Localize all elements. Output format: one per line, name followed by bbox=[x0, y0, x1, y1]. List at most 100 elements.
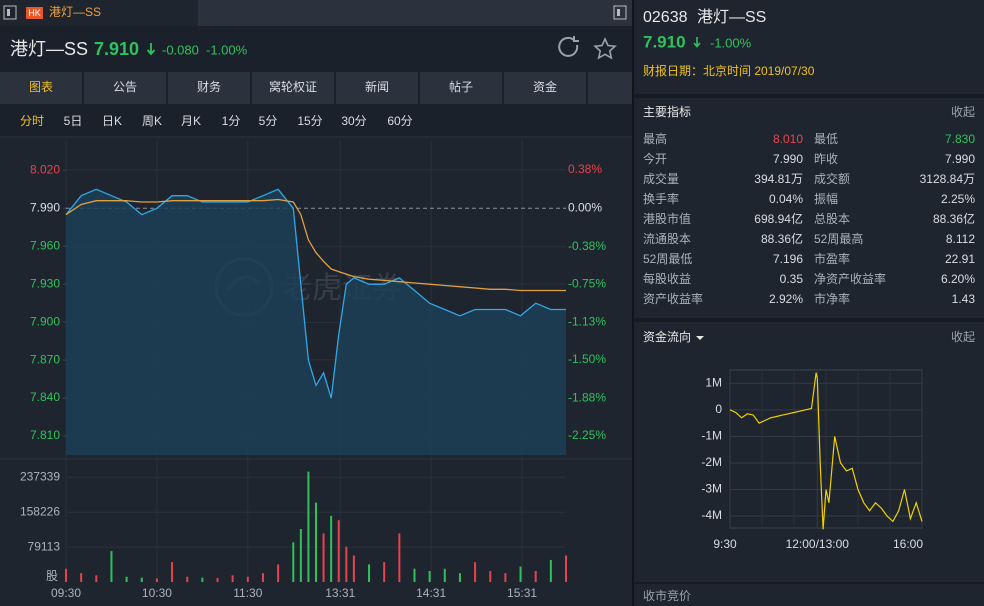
period-tab[interactable]: 1分 bbox=[222, 114, 241, 128]
period-tab[interactable]: 5分 bbox=[259, 114, 278, 128]
volume-bar bbox=[261, 573, 264, 582]
volume-bar bbox=[489, 570, 492, 582]
y-tick-label: 7.870 bbox=[30, 352, 60, 366]
tab-title: 港灯—SS bbox=[49, 5, 101, 19]
volume-bar bbox=[125, 576, 128, 582]
volume-bar bbox=[171, 562, 174, 582]
stat-value: 1.43 bbox=[952, 292, 976, 306]
y-tick-label: 8.020 bbox=[30, 163, 60, 177]
nav-label[interactable]: 帖子 bbox=[449, 79, 473, 94]
collapse[interactable]: 收起 bbox=[951, 330, 975, 344]
refresh-icon[interactable] bbox=[558, 36, 579, 57]
volume-bar bbox=[534, 570, 537, 582]
nav-tab[interactable] bbox=[252, 72, 334, 104]
price-line bbox=[65, 188, 566, 399]
stat-value: 2.25% bbox=[941, 192, 975, 206]
stat-value: 698.94亿 bbox=[754, 211, 803, 226]
stat-label: 52周最高 bbox=[814, 231, 863, 246]
volume-bar bbox=[299, 529, 302, 582]
y2-tick-label: -0.75% bbox=[568, 276, 606, 290]
volume-bar bbox=[140, 577, 143, 582]
y2-tick-label: -1.88% bbox=[568, 391, 606, 405]
volume-bar bbox=[315, 502, 317, 582]
y-tick-label: -3M bbox=[701, 482, 722, 496]
y-tick-label: 7.930 bbox=[30, 276, 60, 290]
down-arrow bbox=[146, 43, 156, 56]
x-tick-label: 14:31 bbox=[416, 586, 446, 600]
star-icon[interactable] bbox=[593, 37, 617, 60]
section-gap bbox=[634, 318, 984, 322]
tab-icon bbox=[613, 5, 627, 20]
y-tick-label: 7.960 bbox=[30, 238, 60, 252]
nav-label[interactable]: 图表 bbox=[29, 80, 53, 94]
side-price: 7.910 bbox=[643, 32, 686, 51]
tab-icon-part bbox=[7, 9, 10, 16]
period-tab[interactable]: 60分 bbox=[387, 114, 412, 128]
period-tab[interactable]: 周K bbox=[142, 114, 162, 128]
nav-label[interactable]: 财务 bbox=[197, 79, 221, 94]
price: 7.910 bbox=[94, 39, 139, 59]
nav-label[interactable]: 资金 bbox=[533, 79, 557, 94]
nav-tab[interactable] bbox=[84, 72, 166, 104]
volume-bar bbox=[443, 568, 446, 582]
volume-bar bbox=[80, 573, 83, 582]
nav-tab[interactable] bbox=[588, 72, 632, 104]
period-tab[interactable]: 30分 bbox=[341, 114, 366, 128]
nav-tab[interactable] bbox=[504, 72, 586, 104]
volume-bar bbox=[307, 471, 310, 582]
stat-value: 7.990 bbox=[773, 152, 803, 166]
x-tick-label: 15:31 bbox=[507, 586, 537, 600]
nav-tab[interactable] bbox=[168, 72, 250, 104]
volume-bar bbox=[368, 564, 371, 582]
period-tab[interactable]: 15分 bbox=[297, 114, 322, 128]
x-tick-label: 10:30 bbox=[142, 586, 172, 600]
volume-bar bbox=[216, 578, 219, 582]
x-tick-label: 09:30 bbox=[51, 586, 81, 600]
tab-icon-part bbox=[617, 9, 620, 16]
refresh-arc bbox=[558, 36, 579, 57]
y-tick-label: -2M bbox=[701, 455, 722, 469]
stat-label: 最高 bbox=[643, 131, 667, 146]
period-tab[interactable]: 日K bbox=[102, 114, 122, 128]
stats-table: 最高 8.010 最低 7.830 今开 7.990 昨收 7.990 成交量 394.81万 成交… bbox=[643, 131, 975, 306]
y-tick-label: 7.990 bbox=[30, 200, 60, 214]
side-code: 02638 bbox=[643, 9, 688, 26]
nav-label[interactable]: 窝轮权证 bbox=[269, 79, 317, 94]
collapse[interactable]: 收起 bbox=[951, 105, 975, 119]
stat-label: 总股本 bbox=[814, 212, 850, 226]
nav-tab[interactable] bbox=[336, 72, 418, 104]
change-pct: -1.00% bbox=[206, 42, 248, 57]
nav-label[interactable]: 公告 bbox=[113, 80, 137, 94]
stat-label: 52周最低 bbox=[643, 252, 692, 266]
auction: 收市竞价 bbox=[643, 588, 691, 603]
x-tick-label: 16:00 bbox=[893, 537, 923, 551]
nav-label[interactable]: 新闻 bbox=[365, 79, 389, 94]
nav-tab[interactable] bbox=[0, 72, 82, 104]
y-tick-label: 7.900 bbox=[30, 314, 60, 328]
volume-bar bbox=[95, 575, 98, 582]
volume-bar bbox=[201, 577, 204, 582]
y2-tick-label: -2.25% bbox=[568, 428, 606, 442]
y-tick-label: -4M bbox=[701, 508, 722, 522]
flow-line bbox=[729, 372, 923, 530]
volume-bar bbox=[246, 576, 249, 582]
stat-label: 港股市值 bbox=[643, 211, 691, 226]
badge-bg bbox=[26, 7, 43, 19]
dropdown-caret[interactable] bbox=[696, 336, 704, 340]
period-tab[interactable]: 5日 bbox=[64, 114, 83, 128]
volume-bar bbox=[186, 576, 189, 582]
stat-label: 振幅 bbox=[814, 191, 838, 206]
stock-name: 港灯—SS bbox=[10, 39, 88, 59]
volume-bar bbox=[352, 555, 355, 582]
y2-tick-label: 0.00% bbox=[568, 200, 602, 214]
stat-value: 7.830 bbox=[945, 132, 975, 146]
period-tab[interactable]: 月K bbox=[181, 114, 201, 128]
refresh-head bbox=[573, 36, 579, 42]
volume-bar bbox=[504, 573, 507, 582]
period-tab[interactable]: 分时 bbox=[20, 114, 44, 128]
average-line bbox=[65, 198, 566, 292]
side-change-pct: -1.00% bbox=[710, 35, 752, 50]
volume-chart: 79113 158226 237339 股 bbox=[0, 458, 632, 583]
stat-value: 0.04% bbox=[769, 192, 803, 206]
nav-tab[interactable] bbox=[420, 72, 502, 104]
